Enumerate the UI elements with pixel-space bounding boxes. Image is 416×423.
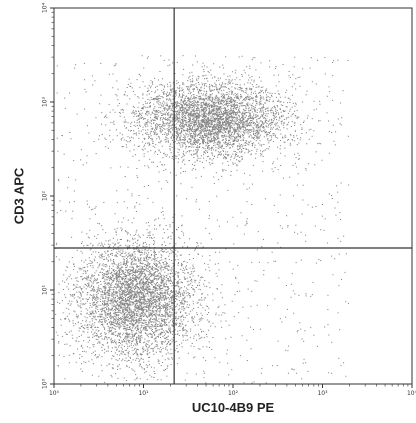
x-tick-label: 10¹	[138, 390, 149, 397]
quadrant-gates	[54, 8, 412, 384]
x-tick-label: 10⁴	[407, 390, 416, 397]
y-axis-title: CD3 APC	[11, 167, 26, 224]
y-tick-label: 10²	[42, 190, 49, 201]
y-tick-label: 10¹	[42, 284, 49, 295]
x-tick-label: 10⁰	[49, 390, 60, 397]
x-tick-label: 10³	[317, 390, 328, 397]
scatter-points	[55, 55, 350, 384]
plot-frame	[53, 7, 413, 385]
axis-ticks: 10⁰ 10¹ 10² 10³ 10⁴ 10⁰ 10¹ 10² 10³ 10⁴	[42, 2, 416, 397]
x-axis-title: UC10-4B9 PE	[192, 400, 275, 415]
y-tick-label: 10⁴	[42, 2, 49, 13]
y-tick-label: 10³	[42, 96, 49, 107]
event-dots	[55, 55, 350, 384]
x-tick-label: 10²	[228, 390, 239, 397]
y-tick-label: 10⁰	[42, 378, 49, 389]
